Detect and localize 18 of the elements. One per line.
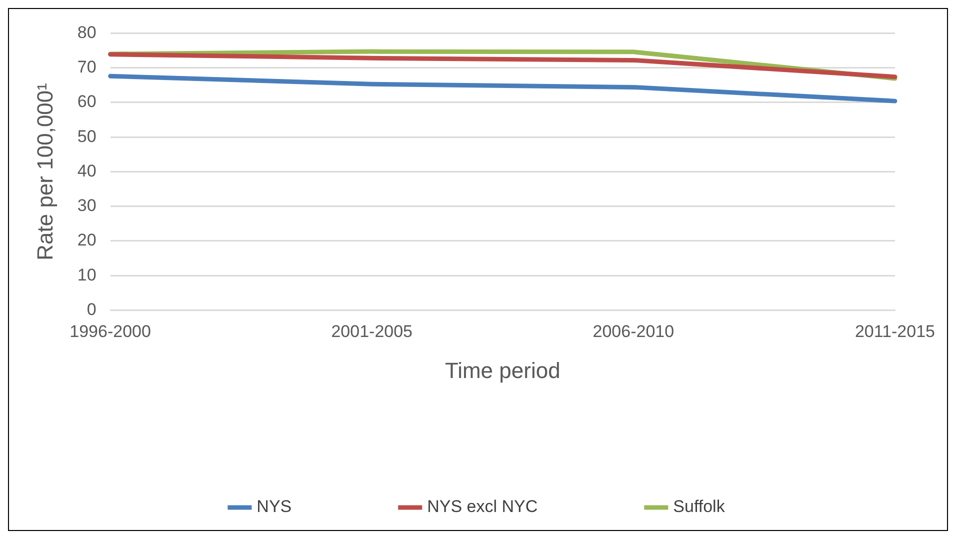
legend-label: NYS [256, 497, 292, 516]
y-tick-label: 10 [77, 265, 96, 284]
y-tick-label: 80 [77, 22, 96, 42]
x-axis-title: Time period [444, 358, 560, 383]
legend-label: NYS excl NYC [427, 497, 538, 516]
y-tick-label: 60 [77, 92, 96, 112]
y-tick-label: 0 [86, 300, 96, 319]
x-tick-label: 2006-2010 [592, 322, 674, 342]
x-tick-label: 2001-2005 [331, 322, 413, 342]
x-tick-label: 2011-2015 [854, 322, 936, 342]
y-tick-label: 70 [77, 58, 96, 77]
x-tick-label: 1996-2000 [70, 322, 151, 342]
y-tick-label: 50 [77, 126, 96, 146]
y-tick-label: 20 [77, 230, 96, 250]
y-axis-title: Rate per 100,000¹ [32, 83, 58, 260]
y-tick-label: 30 [77, 196, 96, 216]
legend-label: Suffolk [673, 497, 726, 516]
y-tick-label: 40 [77, 161, 96, 180]
